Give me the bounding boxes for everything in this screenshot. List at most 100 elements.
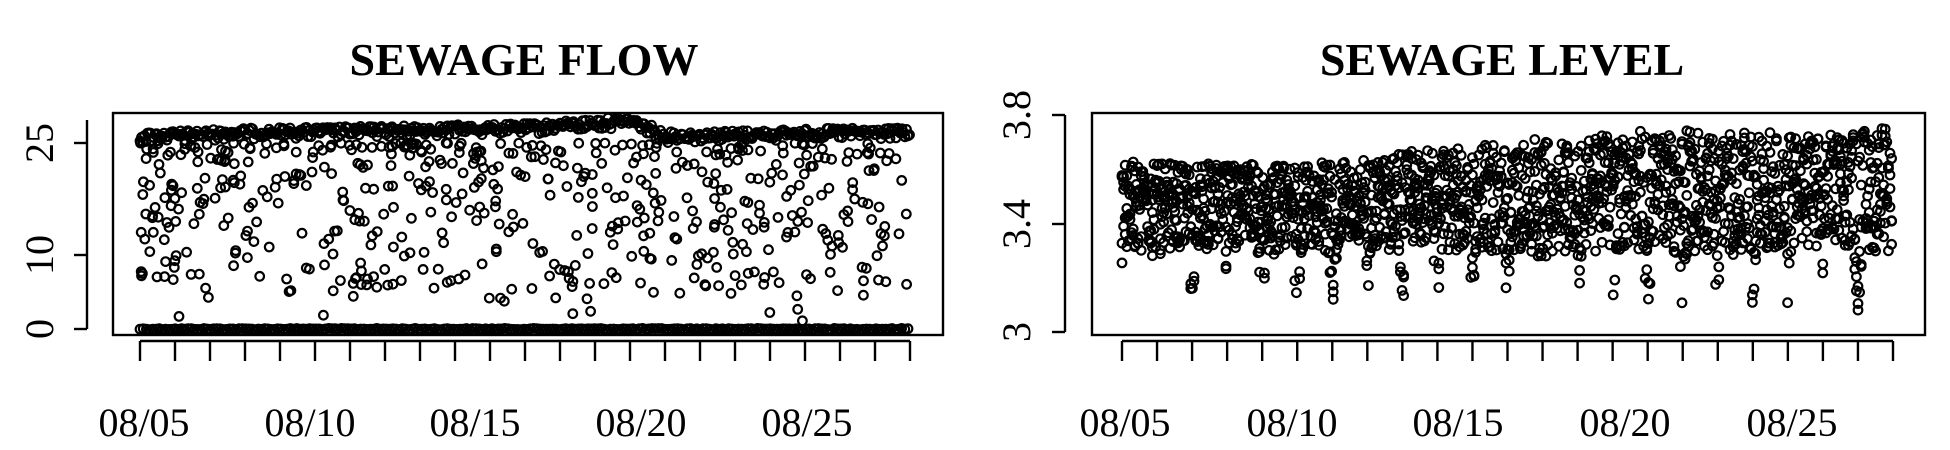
level-point bbox=[1538, 157, 1550, 169]
flow-point bbox=[718, 214, 729, 226]
flow-point bbox=[471, 215, 483, 227]
flow-point bbox=[722, 224, 734, 236]
level-point bbox=[1689, 143, 1701, 155]
level-point bbox=[1478, 217, 1489, 229]
level-point bbox=[1641, 245, 1653, 257]
flow-point bbox=[879, 230, 890, 242]
level-point bbox=[1854, 286, 1865, 298]
flow-point bbox=[493, 161, 504, 173]
flow-point bbox=[331, 225, 343, 237]
flow-point bbox=[166, 178, 178, 190]
flow-point bbox=[272, 197, 284, 209]
flow-point bbox=[160, 256, 172, 268]
level-point bbox=[1713, 274, 1725, 286]
flow-point bbox=[688, 272, 700, 284]
flow-point bbox=[819, 152, 831, 164]
flow-point bbox=[863, 148, 874, 160]
flow-point bbox=[759, 272, 770, 283]
flow-point bbox=[896, 174, 908, 186]
level-point bbox=[1289, 180, 1301, 192]
level-point bbox=[1489, 227, 1501, 239]
level-point bbox=[1842, 184, 1854, 196]
flow-point bbox=[805, 273, 816, 285]
flow-point bbox=[904, 129, 915, 141]
level-point bbox=[1476, 194, 1488, 206]
flow-point bbox=[745, 172, 757, 184]
level-point bbox=[1834, 151, 1846, 163]
flow-point bbox=[261, 138, 272, 150]
flow-point bbox=[871, 250, 883, 262]
level-y-tick-label: 3 bbox=[994, 322, 1039, 342]
flow-point bbox=[571, 229, 583, 241]
flow-plot-frame bbox=[111, 111, 945, 337]
flow-point bbox=[544, 189, 556, 201]
flow-point bbox=[149, 201, 161, 213]
level-point bbox=[1886, 238, 1897, 250]
level-point bbox=[1879, 130, 1891, 142]
flow-point bbox=[388, 201, 399, 213]
level-point bbox=[1641, 264, 1653, 276]
level-point bbox=[1116, 257, 1128, 269]
flow-point bbox=[144, 246, 156, 258]
level-point bbox=[1583, 157, 1595, 169]
level-point bbox=[1175, 192, 1187, 204]
level-point bbox=[1713, 261, 1725, 273]
flow-point bbox=[401, 139, 413, 151]
flow-point bbox=[209, 192, 221, 204]
flow-point bbox=[441, 276, 453, 288]
level-point bbox=[1602, 220, 1614, 232]
level-point bbox=[1495, 171, 1507, 183]
level-point bbox=[1692, 210, 1704, 222]
level-point bbox=[1446, 222, 1457, 234]
level-point bbox=[1828, 223, 1840, 235]
level-point bbox=[1332, 239, 1344, 251]
level-point bbox=[1137, 166, 1149, 177]
level-point bbox=[1743, 222, 1755, 234]
flow-point bbox=[879, 220, 891, 232]
flow-point bbox=[763, 244, 774, 256]
flow-point bbox=[584, 278, 595, 289]
flow-point bbox=[671, 233, 683, 245]
flow-point bbox=[668, 211, 680, 222]
flow-point bbox=[796, 206, 807, 218]
level-point bbox=[1575, 164, 1587, 176]
flow-point bbox=[693, 250, 704, 262]
flow-point bbox=[696, 166, 708, 178]
level-point bbox=[1502, 192, 1513, 204]
flow-point bbox=[586, 187, 598, 199]
level-point bbox=[1503, 265, 1515, 277]
level-point bbox=[1366, 189, 1377, 201]
level-point bbox=[1164, 158, 1176, 170]
level-x-tick-label: 08/25 bbox=[1746, 400, 1837, 445]
level-point bbox=[1706, 133, 1718, 145]
level-point bbox=[1810, 153, 1822, 165]
level-point bbox=[1578, 227, 1590, 239]
level-point bbox=[1335, 224, 1347, 236]
level-point bbox=[1790, 173, 1801, 185]
flow-point bbox=[318, 309, 329, 321]
level-point bbox=[1580, 238, 1592, 250]
flow-point bbox=[540, 144, 552, 156]
level-point bbox=[1404, 188, 1416, 200]
flow-point bbox=[285, 285, 297, 297]
flow-point bbox=[864, 142, 876, 154]
level-point bbox=[1172, 236, 1184, 248]
level-x-tick-labels: 08/05 08/10 08/15 08/20 08/25 bbox=[1079, 400, 1837, 445]
flow-point bbox=[807, 160, 819, 172]
flow-point bbox=[726, 207, 737, 219]
level-point bbox=[1590, 245, 1601, 257]
flow-point bbox=[440, 137, 452, 149]
flow-point bbox=[425, 206, 437, 218]
level-point bbox=[1140, 194, 1152, 206]
level-point bbox=[1226, 178, 1238, 190]
level-point bbox=[1769, 167, 1781, 179]
flow-point bbox=[666, 255, 678, 266]
level-point bbox=[1852, 298, 1864, 309]
level-point bbox=[1863, 183, 1875, 195]
level-point bbox=[1764, 127, 1776, 139]
level-point bbox=[1388, 226, 1400, 238]
flow-point bbox=[513, 137, 525, 149]
flow-point bbox=[382, 180, 394, 192]
level-point bbox=[1660, 237, 1672, 249]
level-point bbox=[1748, 283, 1760, 295]
